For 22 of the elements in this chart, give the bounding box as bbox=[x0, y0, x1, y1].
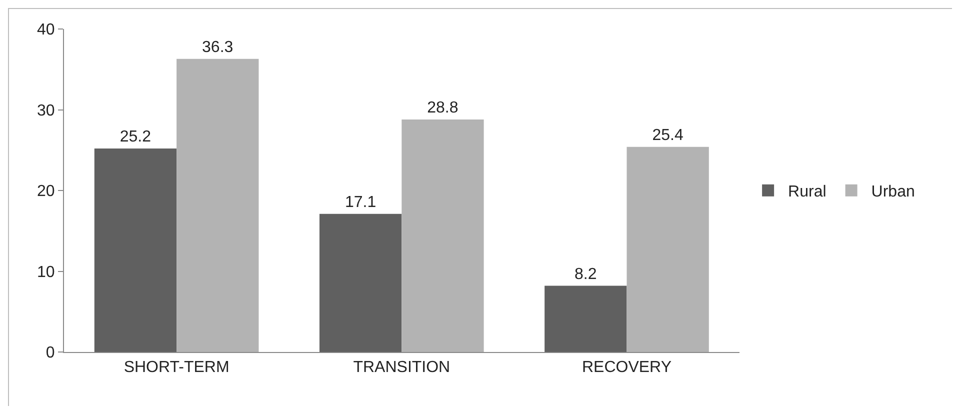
bar bbox=[402, 119, 484, 352]
data-label: 17.1 bbox=[344, 194, 376, 211]
bar bbox=[544, 286, 627, 352]
bar bbox=[626, 146, 709, 352]
bar bbox=[319, 214, 402, 352]
y-tick-label: 10 bbox=[37, 264, 55, 281]
legend-label: Rural bbox=[788, 184, 826, 201]
x-tick-label: TRANSITION bbox=[353, 359, 450, 376]
x-tick-label: SHORT-TERM bbox=[124, 359, 230, 376]
legend-label: Urban bbox=[871, 184, 915, 201]
bar bbox=[94, 148, 177, 352]
y-tick-label: 30 bbox=[37, 102, 55, 120]
data-label: 28.8 bbox=[427, 99, 458, 116]
data-label: 36.3 bbox=[202, 38, 234, 56]
bar bbox=[176, 58, 259, 352]
data-label: 25.4 bbox=[652, 126, 684, 144]
data-label: 8.2 bbox=[574, 266, 597, 283]
y-tick-label: 20 bbox=[37, 183, 55, 200]
data-label: 25.2 bbox=[120, 128, 152, 146]
y-tick-label: 40 bbox=[37, 22, 55, 39]
y-tick-label: 0 bbox=[46, 344, 55, 362]
x-tick-label: RECOVERY bbox=[582, 359, 672, 376]
